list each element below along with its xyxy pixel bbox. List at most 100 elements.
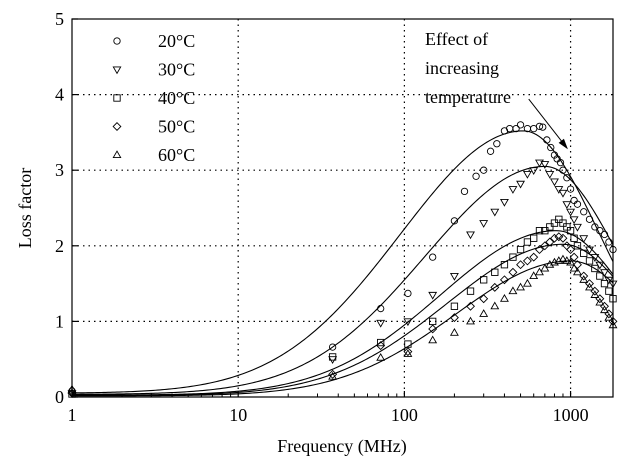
legend-marker-triangle-up	[112, 150, 122, 159]
data-point	[529, 252, 539, 262]
data-point	[522, 256, 532, 266]
data-point	[506, 124, 514, 133]
data-point	[508, 186, 518, 194]
data-point	[535, 227, 544, 235]
series-20c	[68, 121, 617, 395]
data-point	[490, 208, 500, 217]
legend-label: 50°C	[158, 117, 195, 137]
data-point	[547, 143, 555, 152]
data-point	[376, 352, 386, 361]
data-point	[543, 136, 551, 144]
data-point	[569, 252, 579, 262]
x-tick-label: 10	[229, 405, 247, 425]
data-point	[605, 238, 613, 246]
data-point	[540, 263, 550, 272]
x-axis-label: Frequency (MHz)	[277, 436, 406, 457]
data-point	[585, 282, 594, 291]
y-tick-label: 0	[55, 387, 64, 407]
data-point	[550, 219, 559, 227]
legend: 20°C 30°C 40°C 50°C 60°C	[112, 31, 195, 165]
series-60c	[67, 254, 618, 393]
data-point	[566, 257, 576, 266]
data-point	[500, 261, 509, 269]
data-point	[450, 302, 459, 310]
data-point	[591, 264, 599, 273]
data-point	[535, 159, 544, 168]
data-point	[555, 215, 563, 223]
data-point	[450, 217, 459, 225]
data-point	[549, 233, 559, 243]
data-point	[479, 294, 489, 304]
data-point	[479, 220, 489, 228]
data-point	[604, 312, 614, 321]
data-point	[585, 246, 594, 255]
data-point	[466, 301, 475, 311]
data-point	[535, 245, 544, 255]
data-point	[559, 166, 567, 174]
data-point	[600, 305, 609, 314]
data-point	[573, 242, 582, 250]
data-point	[403, 349, 413, 357]
data-point	[522, 278, 532, 287]
annotation-arrow-shaft	[528, 98, 568, 149]
data-point	[605, 287, 613, 295]
data-point	[480, 166, 488, 174]
data-point	[595, 297, 605, 306]
data-point	[535, 267, 544, 276]
data-point	[572, 267, 582, 276]
data-point	[376, 341, 386, 351]
series-40c	[68, 215, 617, 398]
y-tick-label: 3	[55, 160, 64, 180]
data-point	[509, 253, 517, 261]
data-point	[429, 253, 437, 261]
annotation-line-1: Effect of	[425, 29, 488, 49]
x-tick-label: 1	[68, 405, 77, 425]
data-point	[573, 200, 582, 208]
legend-marker-square	[113, 94, 121, 102]
data-point	[554, 232, 564, 242]
curve-50c	[72, 243, 614, 397]
annotation-arrowhead	[558, 138, 568, 150]
data-point	[493, 140, 501, 148]
data-point	[562, 241, 572, 251]
legend-label: 20°C	[158, 31, 195, 51]
data-point	[579, 275, 589, 283]
data-point	[490, 301, 500, 310]
data-point	[516, 245, 525, 254]
data-point	[541, 227, 549, 235]
data-point	[545, 170, 555, 179]
data-point	[540, 241, 550, 251]
data-point	[562, 201, 572, 209]
data-point	[377, 338, 385, 347]
data-point	[328, 353, 337, 361]
annotation-line-2: increasing	[425, 58, 499, 78]
data-point	[596, 227, 604, 235]
data-point	[449, 327, 459, 336]
data-point	[428, 324, 438, 334]
data-point	[546, 223, 554, 231]
legend-marker-circle	[113, 37, 121, 45]
data-point	[580, 249, 588, 258]
data-point	[559, 219, 567, 227]
data-point	[590, 290, 600, 298]
data-point	[499, 293, 509, 302]
data-point	[566, 227, 575, 235]
data-markers	[67, 121, 618, 398]
data-point	[486, 147, 495, 155]
data-point	[516, 282, 526, 291]
data-point	[566, 208, 576, 217]
data-point	[449, 313, 459, 323]
data-point	[558, 233, 568, 243]
x-tick-label: 1000	[553, 405, 589, 425]
data-point	[545, 237, 555, 247]
data-point	[428, 335, 438, 344]
y-tick-label: 4	[55, 85, 64, 105]
legend-marker-diamond	[112, 122, 122, 131]
data-point	[540, 161, 550, 169]
data-point	[530, 234, 538, 242]
data-point	[328, 369, 338, 379]
data-point	[585, 257, 594, 265]
data-point	[428, 291, 438, 300]
data-point	[403, 347, 413, 357]
data-point	[600, 230, 609, 239]
